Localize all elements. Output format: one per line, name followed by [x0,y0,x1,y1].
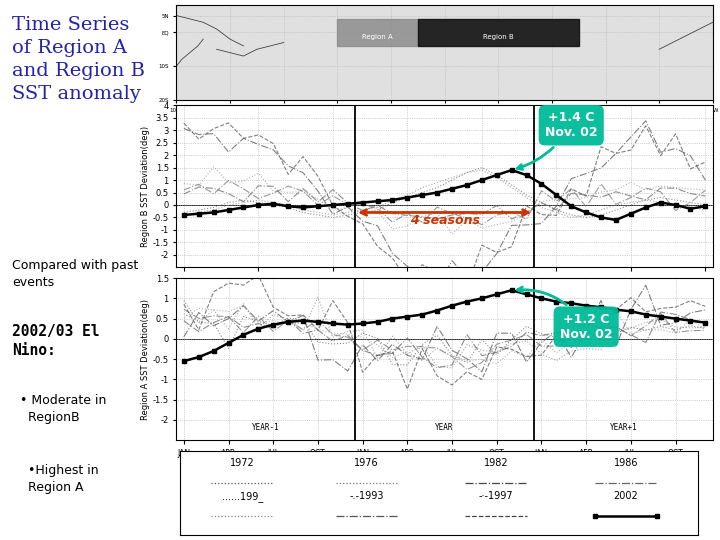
Text: Region A: Region A [362,34,393,40]
Text: 2002: 2002 [613,491,638,502]
Text: YEAR-1: YEAR-1 [252,423,279,432]
Text: •Highest in
    Region A: •Highest in Region A [12,464,99,495]
Text: Region B: Region B [483,34,513,40]
Text: -.-1993: -.-1993 [349,491,384,502]
Y-axis label: Region B SST Deviation(deg): Region B SST Deviation(deg) [141,126,150,247]
Text: 1982: 1982 [484,458,508,468]
Bar [338,19,418,46]
Text: -·-1997: -·-1997 [479,491,513,502]
Text: +1.2 C
Nov. 02: +1.2 C Nov. 02 [518,287,613,341]
Text: • Moderate in
    RegionB: • Moderate in RegionB [12,394,107,424]
Text: 1986: 1986 [613,458,638,468]
Text: +1.4 C
Nov. 02: +1.4 C Nov. 02 [517,111,598,170]
Text: ......199_: ......199_ [222,491,263,502]
Y-axis label: Region A SST Deviation(deg): Region A SST Deviation(deg) [141,299,150,420]
Text: 2002/03 El
Nino:: 2002/03 El Nino: [12,324,100,357]
Text: 1976: 1976 [354,458,379,468]
Text: YEAR+1: YEAR+1 [610,423,637,432]
Text: 4 seasons: 4 seasons [410,214,480,227]
Text: YEAR: YEAR [436,423,454,432]
Text: Time Series
of Region A
and Region B
SST anomaly: Time Series of Region A and Region B SST… [12,16,145,103]
Text: 1972: 1972 [230,458,255,468]
Bar [418,19,579,46]
Text: Compared with past
events: Compared with past events [12,259,138,289]
